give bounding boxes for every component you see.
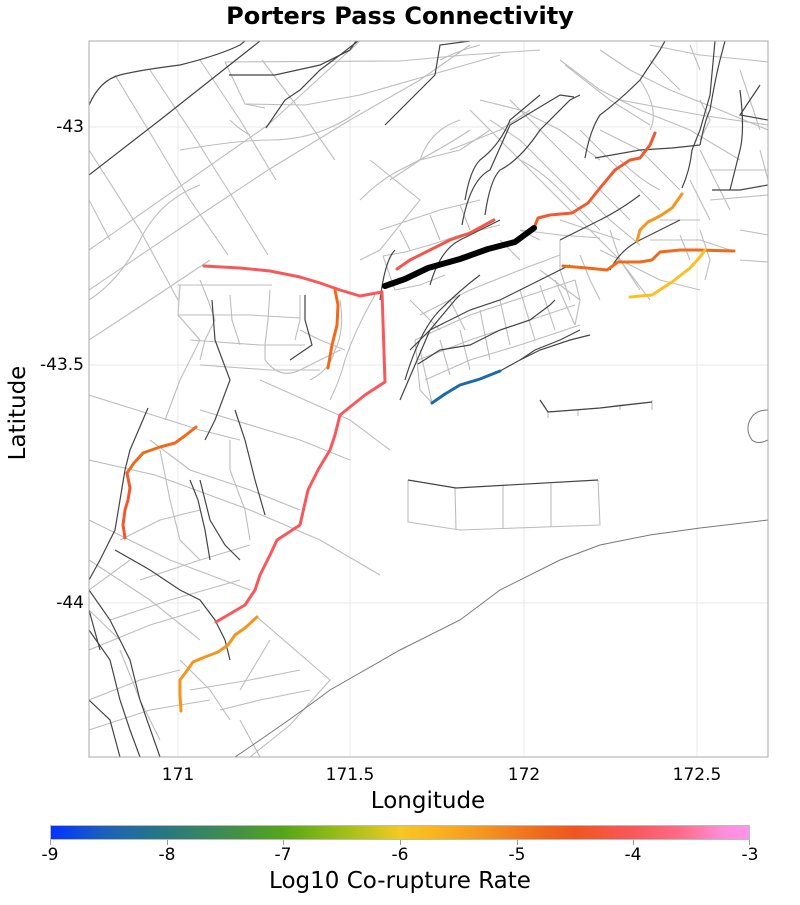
rupture-segment	[178, 615, 259, 713]
source-fault-porters-pass	[382, 225, 537, 289]
fault-traces	[89, 41, 768, 757]
rupture-segment	[561, 248, 736, 272]
x-axis-label: Longitude	[370, 788, 486, 814]
rupture-segment	[628, 248, 707, 299]
colorbar-tick-label: -5	[508, 845, 526, 865]
x-tick-label: 172	[507, 765, 541, 785]
colorbar	[50, 825, 750, 840]
y-tick-label: -43.5	[40, 355, 84, 375]
y-tick-label: -43	[56, 117, 84, 137]
colorbar-tick-mark	[283, 840, 284, 845]
colorbar-tick-label: -7	[274, 845, 292, 865]
x-tick-label: 171	[161, 765, 195, 785]
colorbar-tick-mark	[50, 840, 51, 845]
rupture-segment	[202, 264, 387, 624]
rupture-segment	[395, 218, 496, 271]
source-fault-trace	[382, 225, 537, 289]
rupture-segment	[125, 425, 198, 475]
y-tick-label: -44	[56, 593, 84, 613]
rupture-segment	[532, 131, 657, 230]
rupture-segments	[121, 131, 736, 713]
rupture-segment	[326, 288, 340, 370]
rupture-segment	[121, 471, 132, 540]
rupture-segment	[635, 192, 684, 243]
plot-frame	[88, 40, 769, 758]
colorbar-tick-mark	[167, 840, 168, 845]
rupture-segment	[430, 369, 502, 405]
coastline	[234, 409, 768, 757]
colorbar-tick-label: -6	[391, 845, 409, 865]
x-tick-label: 171.5	[325, 765, 375, 785]
colorbar-tick-mark	[400, 840, 401, 845]
chart-title: Porters Pass Connectivity	[226, 2, 574, 30]
colorbar-tick-label: -3	[741, 845, 759, 865]
colorbar-tick-mark	[633, 840, 634, 845]
colorbar-tick-label: -9	[41, 845, 59, 865]
colorbar-label: Log10 Co-rupture Rate	[269, 868, 531, 894]
colorbar-tick-label: -4	[624, 845, 642, 865]
colorbar-tick-mark	[749, 840, 750, 845]
colorbar-tick-mark	[517, 840, 518, 845]
y-axis-label: Latitude	[5, 365, 31, 461]
colorbar-tick-label: -8	[158, 845, 176, 865]
x-tick-label: 172.5	[672, 765, 722, 785]
